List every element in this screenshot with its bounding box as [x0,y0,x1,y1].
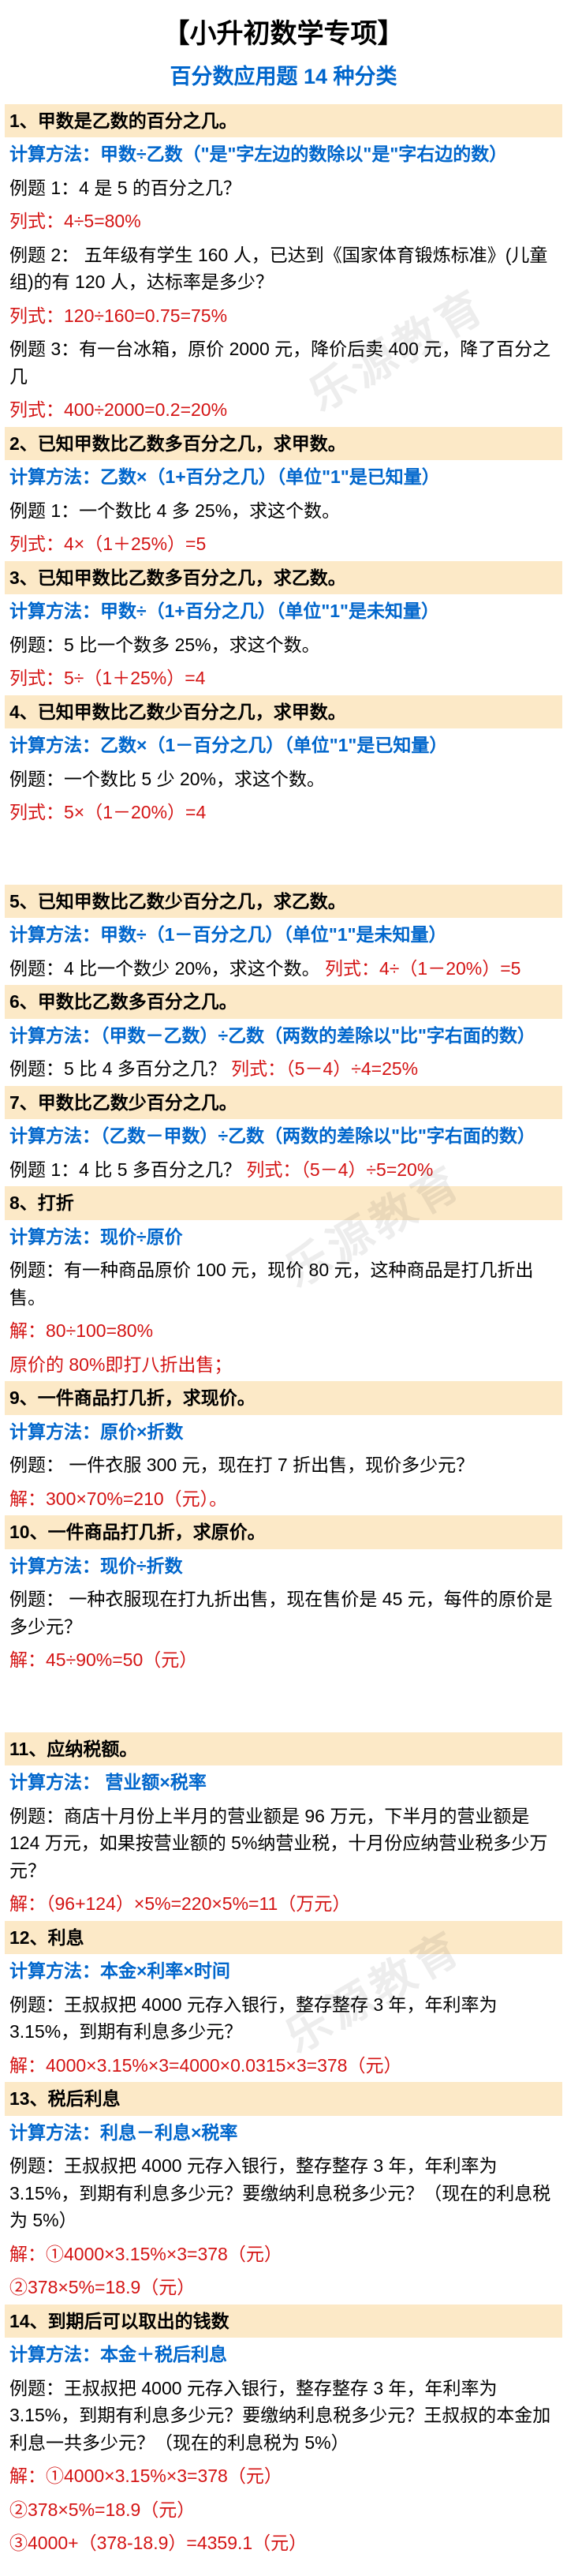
formula-text: 列式：（5－4）÷4=25% [231,1058,418,1079]
formula-text: 列式：4×（1＋25%）=5 [5,527,562,561]
calc-method: 计算方法：甲数÷乙数（"是"字左边的数除以"是"字右边的数） [5,137,562,171]
calc-method: 计算方法：利息－利息×税率 [5,2116,562,2150]
formula-text: 列式：4÷（1－20%）=5 [325,958,520,979]
answer-text: 解：①4000×3.15%×3=378（元） [5,2459,562,2493]
section-heading: 2、已知甲数比乙数多百分之几，求甲数。 [5,427,562,461]
example-text: 例题 1：4 比 5 多百分之几？ [9,1159,246,1180]
answer-text: ②378×5%=18.9（元） [5,2493,562,2527]
answer-text: 原价的 80%即打八折出售； [5,1348,562,1382]
example-text: 例题：王叔叔把 4000 元存入银行，整存整存 3 年，年利率为 3.15%，到… [5,2372,562,2460]
answer-text: ②378×5%=18.9（元） [5,2271,562,2305]
calc-method: 计算方法：乙数×（1－百分之几）（单位"1"是已知量） [5,728,562,762]
calc-method: 计算方法：本金×利率×时间 [5,1954,562,1988]
page-title: 【小升初数学专项】 [0,0,567,61]
example-text: 例题： 一件衣服 300 元，现在打 7 折出售，现价多少元？ [5,1448,562,1482]
calc-method: 计算方法：原价×折数 [5,1415,562,1449]
answer-text: 解：45÷90%=50（元） [5,1643,562,1677]
calc-method: 计算方法：本金＋税后利息 [5,2338,562,2372]
calc-method: 计算方法：甲数÷（1－百分之几）（单位"1"是未知量） [5,918,562,952]
example-text: 例题：王叔叔把 4000 元存入银行，整存整存 3 年，年利率为 3.15%，到… [5,2149,562,2237]
example-text: 例题：有一种商品原价 100 元，现价 80 元，这种商品是打几折出售。 [5,1253,562,1314]
answer-text: 解：（96+124）×5%=220×5%=11（万元） [5,1887,562,1921]
calc-method: 计算方法：现价÷折数 [5,1549,562,1583]
calc-method: 计算方法：乙数×（1+百分之几）（单位"1"是已知量） [5,460,562,494]
answer-text: 解：①4000×3.15%×3=378（元） [5,2237,562,2271]
example-text: 例题 3：有一台冰箱，原价 2000 元，降价后卖 400 元，降了百分之几 [5,332,562,393]
section-heading: 14、到期后可以取出的钱数 [5,2305,562,2338]
example-text: 例题：商店十月份上半月的营业额是 96 万元，下半月的营业额是 124 万元，如… [5,1799,562,1888]
answer-text: ③4000+（378-18.9）=4359.1（元） [5,2526,562,2560]
example-text: 例题：一个数比 5 少 20%，求这个数。 [5,762,562,796]
example-text: 例题：4 比一个数少 20%，求这个数。 [9,958,325,979]
example-text: 例题 1：一个数比 4 多 25%，求这个数。 [5,494,562,528]
calc-method: 计算方法：现价÷原价 [5,1220,562,1254]
section-heading: 9、一件商品打几折，求现价。 [5,1381,562,1415]
section-gap [5,829,562,885]
section-heading: 4、已知甲数比乙数少百分之几，求甲数。 [5,695,562,729]
section-heading: 5、已知甲数比乙数少百分之几，求乙数。 [5,885,562,919]
calc-method: 计算方法：甲数÷（1+百分之几）（单位"1"是未知量） [5,594,562,628]
formula-text: 列式：400÷2000=0.2=20% [5,393,562,427]
example-inline: 例题：5 比 4 多百分之几？ 列式：（5－4）÷4=25% [5,1052,562,1086]
answer-text: 解：300×70%=210（元）。 [5,1482,562,1516]
section-heading: 3、已知甲数比乙数多百分之几，求乙数。 [5,561,562,595]
section-heading: 10、一件商品打几折，求原价。 [5,1515,562,1549]
page-subtitle: 百分数应用题 14 种分类 [0,61,567,104]
section-gap [5,1677,562,1732]
answer-text: 解：80÷100=80% [5,1314,562,1348]
section-heading: 6、甲数比乙数多百分之几。 [5,985,562,1019]
example-text: 例题：王叔叔把 4000 元存入银行，整存整存 3 年，年利率为 3.15%，到… [5,1988,562,2049]
example-text: 例题： 一种衣服现在打九折出售，现在售价是 45 元，每件的原价是多少元？ [5,1582,562,1643]
section-heading: 12、利息 [5,1921,562,1955]
section-heading: 7、甲数比乙数少百分之几。 [5,1086,562,1120]
calc-method: 计算方法：（乙数－甲数）÷乙数（两数的差除以"比"字右面的数） [5,1119,562,1153]
calc-method: 计算方法：（甲数－乙数）÷乙数（两数的差除以"比"字右面的数） [5,1019,562,1053]
example-text: 例题 2： 五年级有学生 160 人，已达到《国家体育锻炼标准》(儿童组)的有 … [5,238,562,299]
section-heading: 8、打折 [5,1186,562,1220]
example-inline: 例题：4 比一个数少 20%，求这个数。 列式：4÷（1－20%）=5 [5,952,562,986]
formula-text: 列式：5÷（1＋25%）=4 [5,661,562,695]
example-text: 例题：5 比一个数多 25%，求这个数。 [5,628,562,662]
section-heading: 11、应纳税额。 [5,1732,562,1766]
calc-method: 计算方法： 营业额×税率 [5,1765,562,1799]
content-area: 乐源教育乐源教育乐源教育1、甲数是乙数的百分之几。计算方法：甲数÷乙数（"是"字… [0,104,567,2576]
example-text: 例题：5 比 4 多百分之几？ [9,1058,231,1079]
formula-text: 列式：5×（1－20%）=4 [5,796,562,829]
example-text: 例题 1：4 是 5 的百分之几？ [5,171,562,205]
section-heading: 1、甲数是乙数的百分之几。 [5,104,562,138]
formula-text: 列式：120÷160=0.75=75% [5,299,562,333]
formula-text: 列式：4÷5=80% [5,204,562,238]
formula-text: 列式：（5－4）÷5=20% [246,1159,433,1180]
example-inline: 例题 1：4 比 5 多百分之几？ 列式：（5－4）÷5=20% [5,1153,562,1187]
answer-text: 解：4000×3.15%×3=4000×0.0315×3=378（元） [5,2049,562,2083]
section-heading: 13、税后利息 [5,2082,562,2116]
